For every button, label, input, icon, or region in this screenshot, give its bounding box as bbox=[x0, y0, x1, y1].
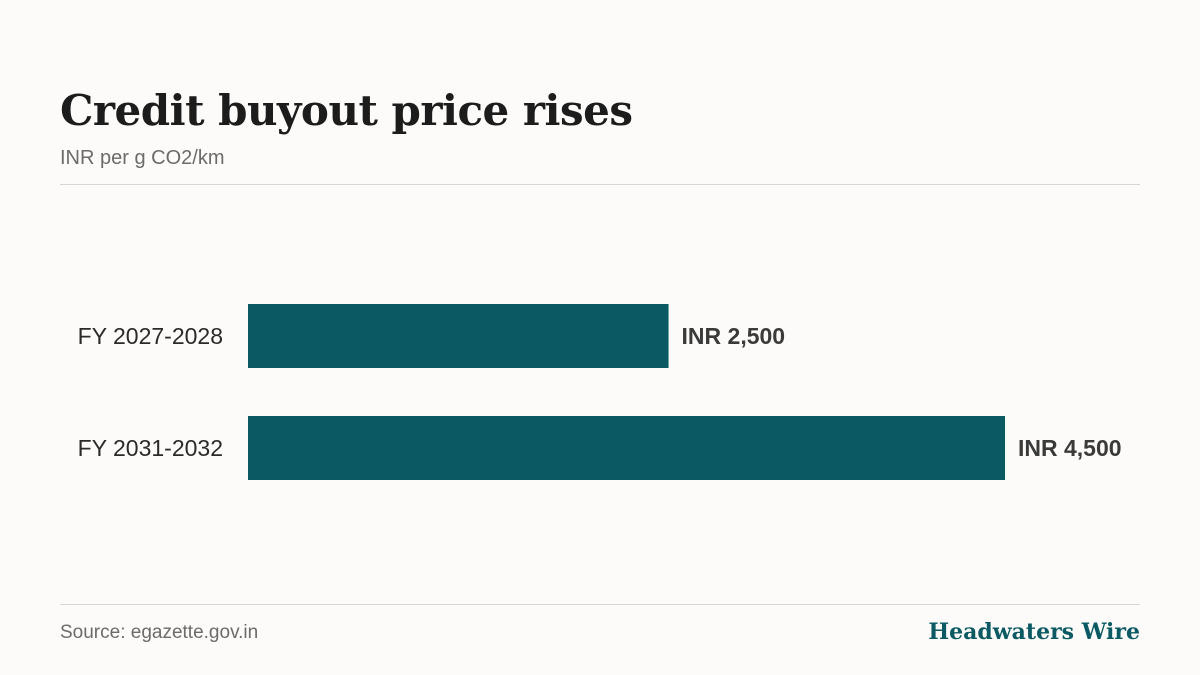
value-label-1: INR 2,500 bbox=[682, 323, 786, 349]
brand-logo: Headwaters Wire bbox=[928, 619, 1140, 645]
category-label-2: FY 2031-2032 bbox=[78, 435, 223, 461]
source-note: Source: egazette.gov.in bbox=[60, 622, 259, 643]
bar-1 bbox=[248, 304, 669, 368]
bar-2 bbox=[248, 416, 1005, 480]
chart-subtitle: INR per g CO2/km bbox=[60, 147, 225, 169]
chart-title: Credit buyout price rises bbox=[60, 86, 633, 135]
value-label-2: INR 4,500 bbox=[1018, 435, 1122, 461]
category-label-1: FY 2027-2028 bbox=[78, 323, 223, 349]
header-divider bbox=[60, 184, 1140, 185]
footer-divider bbox=[60, 604, 1140, 605]
